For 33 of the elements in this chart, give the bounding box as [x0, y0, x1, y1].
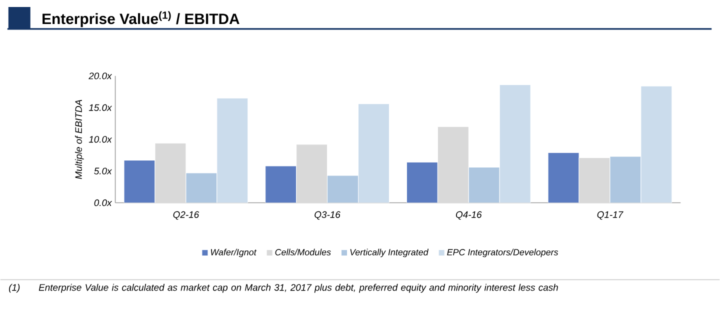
bar	[358, 104, 390, 203]
chart-title: Enterprise Value$^{(1)}$ / EBITDA	[42, 11, 240, 28]
bar	[437, 126, 469, 203]
text: Enterprise Value is calculated as market cap on March 31, 2017 plus debt, preferred equity and minority interest less cash	[38, 284, 558, 293]
x-tick-label: Q2-16	[173, 211, 200, 220]
bar	[499, 84, 531, 203]
y-tick-label: 20.0x	[88, 72, 112, 80]
legend-label: Cells/Modules	[275, 248, 331, 256]
bar	[124, 160, 156, 203]
legend-label: Wafer/Ignot	[210, 248, 257, 258]
bar	[610, 156, 642, 203]
bar	[406, 162, 438, 203]
y-tick-label: 10.0x	[88, 136, 112, 143]
x-tick-label: Q1-17	[597, 211, 624, 220]
bar	[640, 86, 672, 203]
y-tick-label: 15.0x	[88, 104, 112, 112]
bar	[548, 152, 580, 203]
bar	[186, 172, 218, 203]
bar	[296, 144, 328, 203]
y-tick-label: 0.0x	[94, 200, 112, 206]
text: (1)	[9, 284, 20, 293]
x-tick-label: Q3-16	[314, 211, 340, 220]
bar	[468, 167, 500, 203]
bar	[327, 175, 359, 203]
y-tick-label: 5.0x	[94, 168, 112, 175]
y-axis-title: Multiple of EBITDA	[74, 100, 84, 180]
bar	[154, 143, 186, 203]
legend-label: EPC Integrators/Developers	[447, 248, 558, 258]
legend-label: Vertically Integrated	[350, 248, 429, 258]
x-tick-label: Q4-16	[456, 211, 482, 220]
bar	[578, 158, 610, 203]
bar	[216, 98, 248, 203]
bar	[265, 166, 297, 203]
